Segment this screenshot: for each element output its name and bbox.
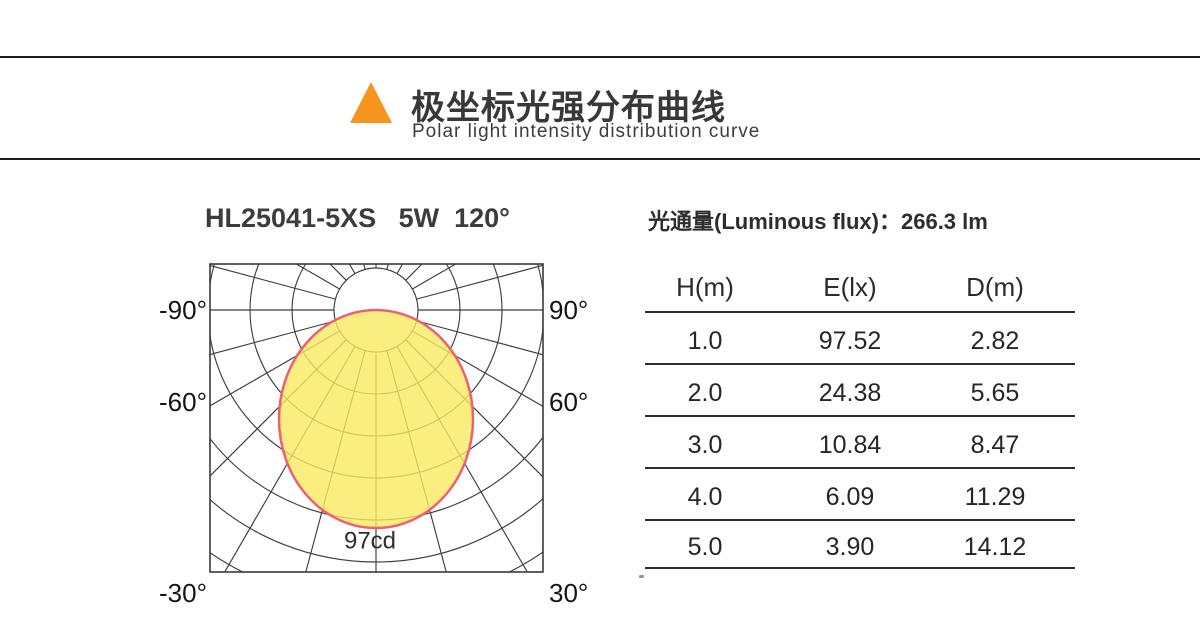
luminous-flux-label: 光通量(Luminous flux)： (648, 209, 901, 234)
table-header-cell: D(m) (966, 272, 1024, 302)
table-row: 4.0 6.09 11.29 (645, 469, 1075, 521)
triangle-bullet-icon (350, 82, 392, 123)
header-divider (0, 158, 1200, 160)
table-cell: 4.0 (687, 483, 723, 511)
table-cell: 5.0 (687, 533, 723, 561)
angle-label: 60° (549, 387, 588, 417)
table-cell: 3.90 (825, 533, 875, 561)
table-cell: 97.52 (818, 327, 882, 355)
table-header-row: H(m) E(lx) D(m) (645, 262, 1075, 313)
table-row: 3.0 10.84 8.47 (645, 417, 1075, 469)
table-cell: 1.0 (687, 327, 723, 355)
intensity-curve-fill (279, 310, 473, 528)
angle-label: 90° (549, 295, 588, 325)
table-header-cell: E(lx) (823, 272, 877, 302)
angle-label: -30° (159, 578, 207, 608)
table-cell: 2.0 (687, 379, 723, 407)
chart-title: HL25041-5XS 5W 120° (205, 203, 510, 233)
table-cell: 24.38 (818, 379, 882, 407)
angle-label: -60° (159, 387, 207, 417)
angle-label: -90° (159, 295, 207, 325)
table-cell: 3.0 (687, 431, 723, 459)
peak-intensity-label: 97cd (344, 528, 396, 555)
luminous-flux: 光通量(Luminous flux)：266.3 lm (648, 204, 988, 236)
table-cell: 8.47 (970, 431, 1020, 459)
table-header-cell: H(m) (676, 272, 734, 302)
table-row: 1.0 97.52 2.82 (645, 313, 1075, 365)
table-cell: 11.29 (964, 483, 1026, 511)
table-cell: 6.09 (825, 483, 875, 511)
luminous-flux-value: 266.3 lm (900, 209, 988, 234)
table-cell: 14.12 (963, 533, 1027, 561)
page-title-en: Polar light intensity distribution curve (412, 121, 761, 142)
table-cell: 5.65 (970, 379, 1020, 407)
chart-frame (209, 263, 544, 573)
artifact-dot (639, 575, 644, 578)
table-cell: 10.84 (818, 431, 882, 459)
intensity-curve-outline (277, 308, 475, 530)
top-divider (0, 56, 1200, 58)
table-cell: 2.82 (970, 327, 1020, 355)
table-row: 5.0 3.90 14.12 (645, 521, 1075, 569)
illuminance-table: H(m) E(lx) D(m) 1.0 97.52 2.82 2.0 24.38 5.65 3.0… (645, 262, 1075, 569)
angle-label: 30° (549, 578, 588, 608)
polar-intensity-chart: -90° 90° -60° 60° -30° 30° 97cd (159, 263, 588, 608)
page-title-zh: 极坐标光强分布曲线 (411, 89, 726, 127)
table-row: 2.0 24.38 5.65 (645, 365, 1075, 417)
